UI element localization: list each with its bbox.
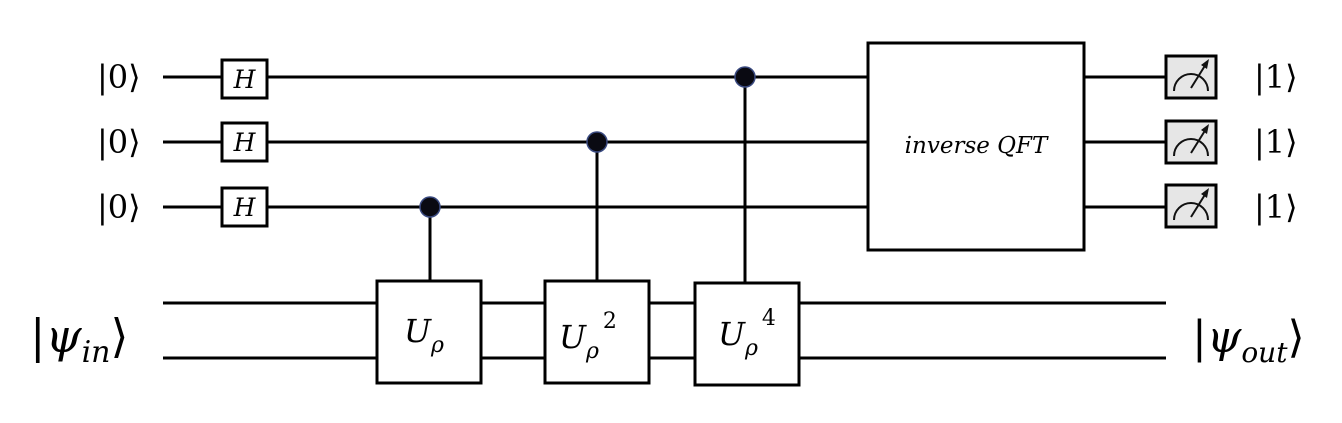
- controlled-u-gate-3: Uρ4: [693, 281, 801, 387]
- meter-needle: [1190, 128, 1207, 154]
- svg-text:Uρ: Uρ: [404, 312, 444, 358]
- meter-needle-head: [1201, 124, 1209, 134]
- u-gate-power: 2: [603, 309, 617, 334]
- register-output-subscript: out: [1241, 336, 1288, 369]
- meter-needle: [1190, 63, 1207, 89]
- meter-needle-head: [1201, 59, 1209, 69]
- hadamard-gate-3: H: [220, 186, 269, 228]
- u-gate-base: U: [718, 315, 746, 353]
- qubit-input-label: |0⟩: [97, 58, 141, 96]
- measurement-output-label: |1⟩: [1254, 123, 1298, 161]
- register-input-subscript: in: [82, 335, 111, 370]
- inverse-qft-label: inverse QFT: [905, 133, 1049, 159]
- u-gate-subscript: ρ: [585, 339, 599, 364]
- hadamard-gate-label: H: [233, 65, 257, 94]
- controlled-u-gate-1: Uρ: [375, 279, 483, 385]
- inverse-qft-block: inverse QFT: [866, 41, 1086, 252]
- u-gate-subscript: ρ: [744, 336, 758, 361]
- hadamard-gate-1: H: [220, 58, 269, 100]
- hadamard-gate-label: H: [233, 193, 257, 222]
- qubit-input-label: |0⟩: [97, 188, 141, 226]
- u-gate-power: 4: [762, 306, 776, 331]
- u-gate-base: U: [559, 318, 587, 356]
- control-dot-1: [419, 196, 441, 218]
- measurement-meter-1: [1164, 54, 1218, 100]
- meter-needle-head: [1201, 188, 1209, 198]
- measurement-meter-2: [1164, 119, 1218, 165]
- svg-text:Uρ4: Uρ4: [718, 306, 776, 361]
- svg-text:Uρ2: Uρ2: [559, 309, 617, 364]
- measurement-output-label: |1⟩: [1254, 58, 1298, 96]
- controlled-u-gate-2: Uρ2: [543, 279, 651, 385]
- register-input-close: ⟩: [111, 309, 129, 363]
- meter-needle: [1190, 192, 1207, 218]
- u-gate-subscript: ρ: [430, 333, 444, 358]
- register-input-psi: |ψ: [30, 309, 82, 363]
- control-dot-3: [734, 66, 756, 88]
- measurement-output-label: |1⟩: [1254, 188, 1298, 226]
- register-output-close: ⟩: [1287, 312, 1304, 363]
- hadamard-gate-label: H: [233, 128, 257, 157]
- measurement-meter-3: [1164, 183, 1218, 229]
- qubit-input-label: |0⟩: [97, 123, 141, 161]
- hadamard-gate-2: H: [220, 121, 269, 163]
- register-output-psi: |ψ: [1192, 312, 1242, 363]
- register-output-label: |ψout⟩: [1192, 312, 1305, 369]
- u-gate-base: U: [404, 312, 432, 350]
- register-input-label: |ψin⟩: [30, 309, 128, 370]
- control-dot-2: [586, 131, 608, 153]
